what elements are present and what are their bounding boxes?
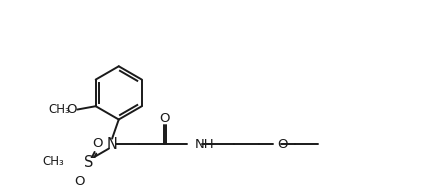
Text: O: O xyxy=(277,138,287,151)
Text: O: O xyxy=(159,112,170,125)
Text: O: O xyxy=(66,103,77,116)
Text: N: N xyxy=(107,137,118,152)
Text: CH₃: CH₃ xyxy=(48,103,70,116)
Text: O: O xyxy=(74,175,85,188)
Text: CH₃: CH₃ xyxy=(42,155,64,168)
Text: NH: NH xyxy=(195,138,214,151)
Text: S: S xyxy=(84,155,93,170)
Text: O: O xyxy=(93,137,103,150)
